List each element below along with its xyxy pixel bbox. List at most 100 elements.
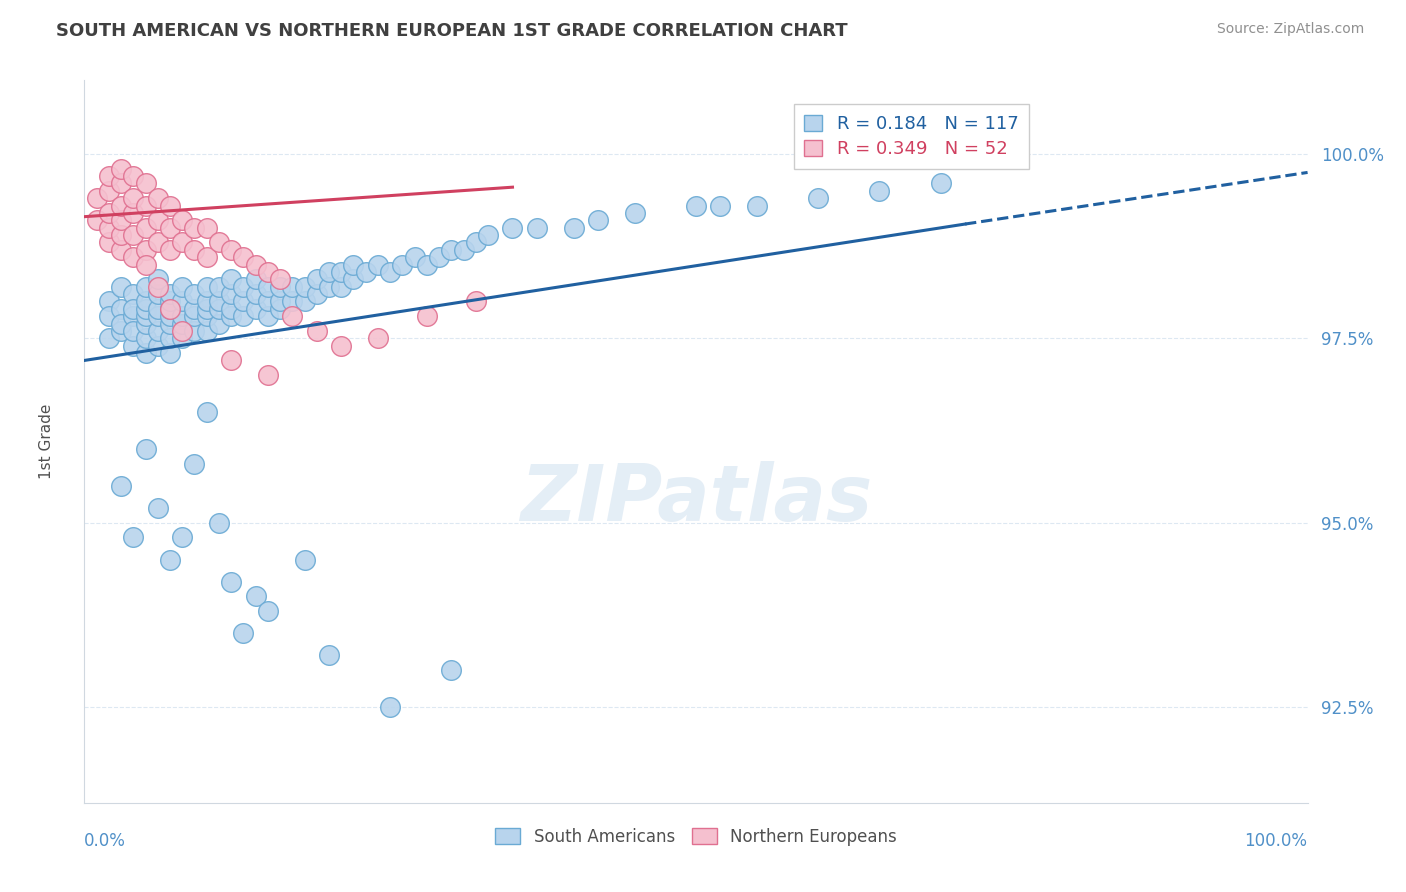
- Point: [245, 287, 267, 301]
- Point: [404, 250, 426, 264]
- Point: [172, 294, 194, 309]
- Point: [159, 317, 181, 331]
- Point: [380, 700, 402, 714]
- Point: [427, 250, 450, 264]
- Point: [135, 317, 157, 331]
- Point: [342, 272, 364, 286]
- Point: [146, 191, 169, 205]
- Point: [245, 301, 267, 316]
- Text: ZIPatlas: ZIPatlas: [520, 461, 872, 537]
- Point: [464, 235, 486, 250]
- Point: [135, 220, 157, 235]
- Point: [195, 220, 218, 235]
- Point: [159, 301, 181, 316]
- Point: [97, 309, 120, 323]
- Point: [122, 309, 145, 323]
- Point: [624, 206, 647, 220]
- Point: [159, 294, 181, 309]
- Point: [929, 177, 952, 191]
- Point: [232, 294, 254, 309]
- Point: [195, 250, 218, 264]
- Text: 100.0%: 100.0%: [1244, 831, 1308, 850]
- Point: [685, 199, 707, 213]
- Point: [232, 279, 254, 293]
- Point: [305, 287, 328, 301]
- Point: [440, 663, 463, 677]
- Point: [586, 213, 609, 227]
- Point: [159, 309, 181, 323]
- Point: [294, 552, 316, 566]
- Point: [135, 346, 157, 360]
- Point: [562, 220, 585, 235]
- Point: [135, 301, 157, 316]
- Point: [159, 199, 181, 213]
- Point: [208, 317, 231, 331]
- Point: [232, 626, 254, 640]
- Point: [330, 339, 353, 353]
- Point: [269, 272, 291, 286]
- Point: [110, 161, 132, 176]
- Point: [219, 309, 242, 323]
- Point: [110, 479, 132, 493]
- Point: [97, 206, 120, 220]
- Point: [477, 228, 499, 243]
- Point: [172, 331, 194, 345]
- Point: [135, 442, 157, 456]
- Point: [122, 301, 145, 316]
- Point: [183, 309, 205, 323]
- Point: [159, 287, 181, 301]
- Point: [146, 213, 169, 227]
- Point: [245, 272, 267, 286]
- Point: [146, 309, 169, 323]
- Point: [146, 500, 169, 515]
- Point: [159, 346, 181, 360]
- Point: [502, 220, 524, 235]
- Point: [807, 191, 830, 205]
- Point: [135, 309, 157, 323]
- Point: [159, 301, 181, 316]
- Point: [122, 530, 145, 544]
- Point: [526, 220, 548, 235]
- Point: [97, 169, 120, 183]
- Point: [318, 648, 340, 663]
- Point: [146, 301, 169, 316]
- Point: [219, 243, 242, 257]
- Point: [122, 339, 145, 353]
- Point: [110, 324, 132, 338]
- Point: [135, 243, 157, 257]
- Point: [709, 199, 731, 213]
- Point: [208, 235, 231, 250]
- Point: [172, 309, 194, 323]
- Point: [183, 287, 205, 301]
- Point: [183, 243, 205, 257]
- Point: [294, 294, 316, 309]
- Point: [281, 279, 304, 293]
- Legend: South Americans, Northern Europeans: South Americans, Northern Europeans: [489, 821, 903, 852]
- Point: [245, 590, 267, 604]
- Point: [195, 405, 218, 419]
- Point: [195, 301, 218, 316]
- Point: [97, 331, 120, 345]
- Point: [183, 324, 205, 338]
- Point: [245, 258, 267, 272]
- Point: [122, 206, 145, 220]
- Point: [172, 324, 194, 338]
- Point: [135, 294, 157, 309]
- Point: [146, 287, 169, 301]
- Point: [135, 279, 157, 293]
- Point: [257, 309, 280, 323]
- Point: [305, 272, 328, 286]
- Point: [135, 331, 157, 345]
- Point: [416, 258, 439, 272]
- Point: [464, 294, 486, 309]
- Point: [146, 235, 169, 250]
- Point: [416, 309, 439, 323]
- Point: [146, 279, 169, 293]
- Point: [122, 191, 145, 205]
- Point: [219, 287, 242, 301]
- Point: [122, 287, 145, 301]
- Point: [453, 243, 475, 257]
- Point: [294, 279, 316, 293]
- Point: [110, 243, 132, 257]
- Point: [195, 309, 218, 323]
